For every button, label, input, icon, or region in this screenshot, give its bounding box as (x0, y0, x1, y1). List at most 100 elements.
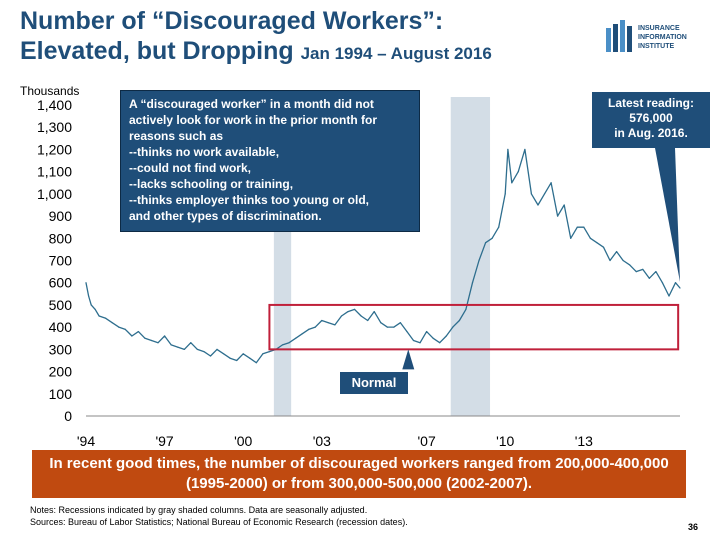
normal-pointer (402, 349, 415, 370)
data-point (236, 359, 238, 362)
data-point (118, 326, 120, 328)
data-point (295, 337, 297, 339)
data-point (543, 193, 546, 195)
y-tick-label: 500 (49, 297, 73, 313)
data-point (373, 310, 375, 313)
x-tick-label: '07 (418, 433, 436, 449)
data-point (465, 308, 467, 310)
data-point (242, 353, 244, 355)
data-point (524, 148, 526, 151)
y-tick-label: 200 (49, 364, 73, 380)
data-point (458, 319, 460, 322)
y-tick-label: 600 (49, 275, 73, 291)
y-tick-label: 1,400 (37, 97, 72, 113)
data-point (177, 346, 179, 348)
data-point (164, 335, 166, 337)
data-point (105, 317, 107, 319)
normal-range-box (268, 303, 680, 351)
latest-pointer (655, 148, 680, 283)
data-point (85, 282, 87, 284)
data-point (170, 344, 172, 346)
data-point (452, 326, 454, 328)
footnotes: Notes: Recessions indicated by gray shad… (30, 504, 590, 528)
iii-logo: INSURANCE INFORMATION INSTITUTE (606, 20, 716, 64)
footnote-recessions: Notes: Recessions indicated by gray shad… (30, 505, 368, 515)
data-point (386, 326, 388, 328)
data-point (576, 226, 578, 228)
data-point (419, 342, 421, 344)
data-point (90, 304, 92, 306)
data-point (150, 339, 153, 342)
data-point (190, 342, 192, 344)
data-point (602, 246, 605, 248)
page-number: 36 (688, 522, 699, 532)
data-point (498, 226, 500, 228)
data-point (622, 259, 624, 262)
y-axis-units-label: Thousands (20, 84, 80, 98)
data-point (367, 319, 369, 322)
y-tick-label: 700 (49, 253, 73, 269)
logo-line-1: INSURANCE (638, 25, 680, 32)
y-tick-label: 800 (49, 230, 73, 246)
y-tick-label: 1,200 (37, 141, 72, 157)
data-point (94, 308, 96, 310)
y-tick-label: 1,000 (37, 186, 72, 202)
data-point (255, 362, 257, 364)
data-point (570, 237, 572, 239)
data-point (222, 353, 225, 355)
data-point (88, 295, 90, 297)
data-point (557, 215, 559, 217)
data-point (98, 315, 100, 317)
title-main: Elevated, but Dropping (20, 37, 294, 65)
data-point (268, 350, 271, 353)
data-point (661, 282, 664, 284)
data-point (648, 277, 650, 279)
recession-band-1 (450, 97, 491, 416)
title-line-1: Number of “Discouraged Workers”: (20, 7, 444, 35)
data-point (517, 171, 519, 173)
x-tick-label: '10 (496, 433, 514, 449)
y-tick-label: 1,100 (37, 164, 72, 180)
summary-banner: In recent good times, the number of disc… (32, 450, 686, 498)
x-tick-label: '97 (155, 433, 173, 449)
data-point (209, 355, 212, 357)
data-point (537, 204, 539, 206)
data-point (196, 348, 198, 350)
x-tick-label: '13 (575, 433, 593, 449)
data-point (216, 348, 218, 350)
y-tick-label: 300 (49, 341, 73, 357)
data-point (183, 348, 185, 350)
data-point (360, 315, 362, 317)
data-point (432, 337, 434, 339)
data-point (229, 357, 231, 359)
data-point (412, 339, 415, 342)
x-tick-label: '00 (234, 433, 252, 449)
data-point (157, 342, 159, 344)
data-point (668, 295, 670, 297)
title-line-2: Elevated, but Dropping Jan 1994 – August… (20, 36, 620, 69)
logo-line-2: INFORMATION (638, 34, 687, 41)
data-point (655, 271, 657, 273)
title-date-range: Jan 1994 – August 2016 (300, 44, 492, 63)
data-point (308, 328, 310, 330)
data-point (327, 322, 329, 324)
logo-text: INSURANCE INFORMATION INSTITUTE (638, 24, 718, 51)
data-point (615, 251, 618, 253)
data-point (281, 344, 284, 346)
x-tick-label: '03 (313, 433, 331, 449)
data-point (301, 333, 303, 335)
data-point (642, 268, 644, 270)
y-tick-label: 100 (49, 386, 73, 402)
data-point (131, 335, 133, 337)
data-point (583, 226, 585, 228)
data-point (511, 182, 513, 184)
data-point (399, 322, 402, 324)
data-point (491, 237, 493, 239)
data-point (203, 350, 205, 353)
data-point (507, 148, 509, 151)
y-tick-label: 400 (49, 319, 73, 335)
normal-range-label: Normal (340, 372, 408, 394)
data-point (124, 328, 126, 330)
data-point (262, 353, 264, 355)
data-point (445, 335, 447, 337)
